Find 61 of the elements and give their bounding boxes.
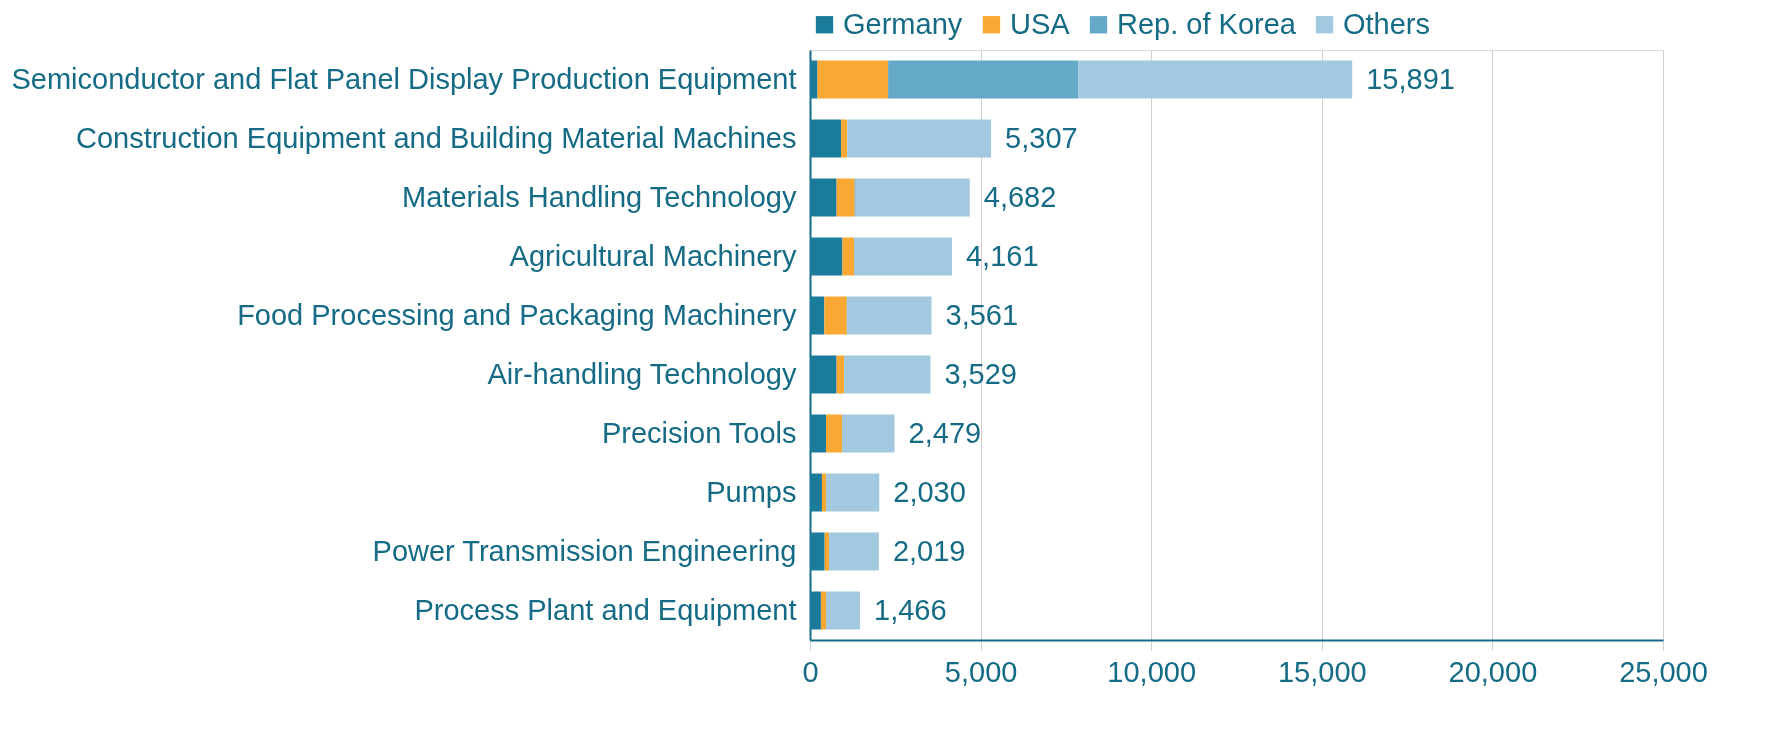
- y-tick-label: Pumps: [706, 475, 797, 508]
- bar: [826, 414, 843, 453]
- bar: [810, 296, 825, 335]
- total-label: 4,682: [983, 180, 1057, 213]
- bar: [836, 178, 855, 217]
- bar: [810, 532, 825, 571]
- bar: [888, 60, 1079, 99]
- total-label: 4,161: [965, 239, 1039, 272]
- x-tick-label: 20,000: [1448, 655, 1538, 688]
- legend-label: Others: [1343, 7, 1431, 40]
- bar: [810, 60, 818, 99]
- bar: [810, 178, 837, 217]
- legend-label: USA: [1010, 7, 1071, 40]
- bar: [824, 296, 847, 335]
- bar: [810, 237, 843, 276]
- y-tick-label: Power Transmission Engineering: [372, 534, 797, 567]
- bar: [855, 178, 970, 217]
- total-label: 2,479: [908, 416, 982, 449]
- bar: [810, 414, 827, 453]
- legend-label: Germany: [843, 7, 963, 40]
- bar: [829, 532, 879, 571]
- bar: [836, 355, 845, 394]
- bar: [841, 119, 848, 158]
- bar: [847, 119, 992, 158]
- bar: [854, 237, 952, 276]
- x-tick-label: 10,000: [1107, 655, 1197, 688]
- bar: [810, 119, 842, 158]
- bar: [810, 591, 821, 630]
- bar: [826, 473, 880, 512]
- total-label: 2,030: [893, 475, 966, 508]
- x-tick-label: 5,000: [944, 655, 1018, 688]
- y-tick-label: Agricultural Machinery: [509, 239, 797, 272]
- bar: [810, 473, 822, 512]
- total-label: 15,891: [1366, 62, 1455, 95]
- bar: [1078, 60, 1353, 99]
- y-tick-label: Process Plant and Equipment: [414, 593, 797, 626]
- y-tick-label: Semiconductor and Flat Panel Display Production Equipment: [11, 62, 797, 95]
- bar: [821, 473, 827, 512]
- legend-label: Rep. of Korea: [1117, 7, 1297, 40]
- total-label: 5,307: [1005, 121, 1078, 154]
- bar: [824, 532, 830, 571]
- bar: [817, 60, 889, 99]
- bar: [842, 414, 895, 453]
- bar: [844, 355, 931, 394]
- bar: [810, 355, 837, 394]
- bar: [820, 591, 827, 630]
- total-label: 2,019: [892, 534, 966, 567]
- y-tick-label: Air-handling Technology: [487, 357, 797, 390]
- y-tick-label: Food Processing and Packaging Machinery: [237, 298, 797, 331]
- bar: [846, 296, 932, 335]
- bar: [842, 237, 855, 276]
- total-label: 3,561: [945, 298, 1019, 331]
- y-tick-label: Construction Equipment and Building Material Machines: [75, 121, 797, 154]
- total-label: 1,466: [874, 593, 947, 626]
- x-tick-label: 0: [802, 655, 819, 688]
- y-tick-label: Precision Tools: [601, 416, 797, 449]
- total-label: 3,529: [944, 357, 1017, 390]
- y-tick-label: Materials Handling Technology: [402, 180, 797, 213]
- x-tick-label: 15,000: [1277, 655, 1367, 688]
- bar: [826, 591, 861, 630]
- x-tick-label: 25,000: [1619, 655, 1708, 688]
